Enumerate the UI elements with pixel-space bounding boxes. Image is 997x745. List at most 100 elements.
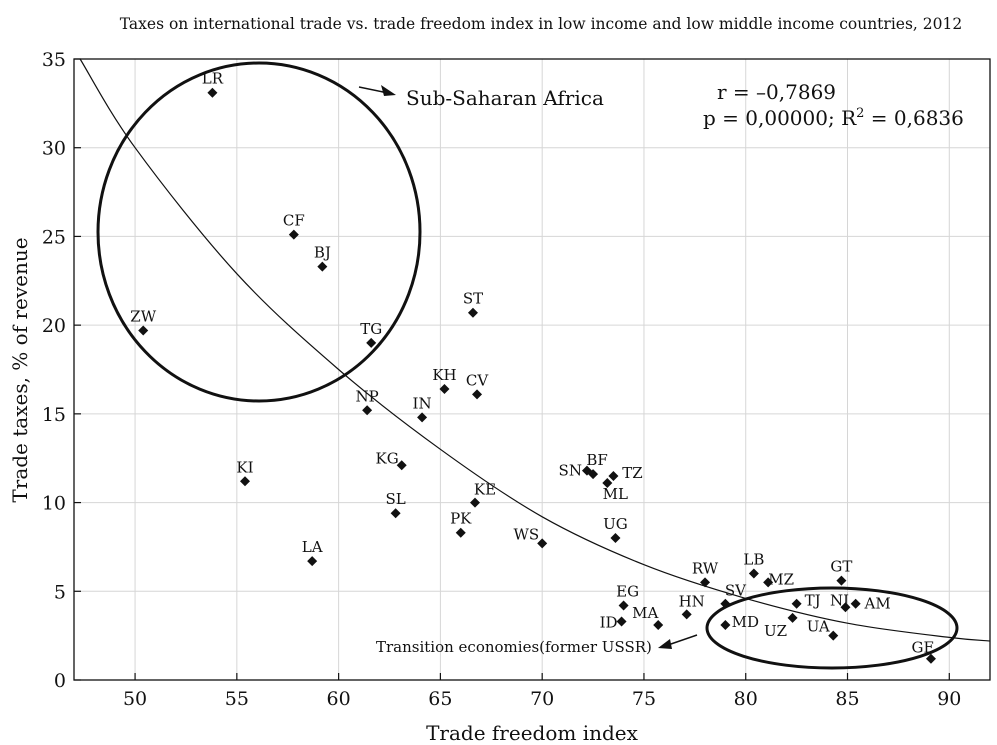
data-point-cv [472, 389, 483, 400]
x-tick-label: 70 [530, 688, 554, 710]
grid-lines [74, 59, 990, 680]
x-tick-label: 65 [428, 688, 452, 710]
point-label-cv: CV [466, 371, 489, 389]
data-point-ws [537, 538, 548, 549]
chart-title: Taxes on international trade vs. trade f… [120, 15, 962, 33]
point-label-ml: ML [603, 485, 628, 503]
point-label-id: ID [600, 613, 618, 631]
data-point-ma [653, 619, 664, 630]
p-text: p = 0,00000; R [703, 106, 857, 130]
point-label-sv: SV [725, 582, 747, 600]
y-tick-label: 20 [42, 315, 66, 337]
x-tick-label: 60 [327, 688, 351, 710]
y-tick-label: 10 [42, 493, 66, 515]
point-label-ki: KI [236, 458, 253, 476]
point-label-tg: TG [360, 320, 382, 338]
point-label-ws: WS [513, 525, 539, 543]
point-label-kg: KG [376, 449, 399, 467]
data-point-mz [763, 577, 774, 588]
data-point-tz [608, 470, 619, 481]
point-label-np: NP [356, 387, 379, 405]
y-tick-label: 5 [54, 581, 66, 603]
point-label-zw: ZW [130, 307, 156, 325]
data-point-ug [610, 533, 621, 544]
point-label-bj: BJ [314, 244, 331, 262]
y-tick-label: 15 [42, 404, 66, 426]
data-point-zw [138, 325, 149, 336]
plot-frame [73, 58, 991, 681]
data-point-sv [720, 598, 731, 609]
data-point-sl [390, 508, 401, 519]
data-point-ua [828, 630, 839, 641]
data-point-ml [602, 478, 613, 489]
data-point-ge [925, 653, 936, 664]
point-label-ke: KE [474, 481, 496, 499]
data-point-st [467, 307, 478, 318]
data-point-am [850, 598, 861, 609]
axis-ticks: 50 55 60 65 70 75 80 85 90 0 5 10 15 20 25 30 35 [42, 49, 962, 710]
y-tick-label: 25 [42, 226, 66, 248]
point-label-md: MD [732, 613, 759, 631]
data-point-id [616, 616, 627, 627]
data-point-kh [439, 384, 450, 395]
point-label-am: AM [864, 595, 891, 613]
data-point-eg [618, 600, 629, 611]
point-label-pk: PK [450, 510, 472, 528]
x-tick-label: 80 [734, 688, 758, 710]
point-label-in: IN [413, 394, 432, 412]
x-tick-label: 90 [937, 688, 961, 710]
transition-arrow [658, 634, 698, 649]
data-point-hn [681, 609, 692, 620]
x-tick-label: 85 [835, 688, 859, 710]
correlation-r: r = –0,7869 [717, 80, 836, 104]
r2-superscript: 2 [856, 106, 864, 121]
point-label-uz: UZ [764, 622, 787, 640]
point-label-mz: MZ [768, 570, 794, 588]
point-label-hn: HN [679, 592, 705, 610]
r2-value: = 0,6836 [864, 106, 963, 130]
point-label-sl: SL [385, 490, 405, 508]
data-point-np [362, 405, 373, 416]
data-point-rw [700, 577, 711, 588]
data-point-cf [288, 229, 299, 240]
ssa-label: Sub-Saharan Africa [406, 86, 604, 110]
point-label-eg: EG [616, 582, 639, 600]
ssa-arrow [358, 85, 396, 96]
transition-economies-ellipse [705, 586, 959, 670]
point-label-tz: TZ [622, 464, 642, 482]
correlation-p-r2: p = 0,00000; R2 = 0,6836 [703, 106, 964, 130]
data-point-in [417, 412, 428, 423]
y-tick-label: 30 [42, 138, 66, 160]
data-point-tg [366, 337, 377, 348]
point-label-lb: LB [743, 551, 764, 569]
transition-label: Transition economies(former USSR) [376, 638, 652, 656]
data-point-tj [791, 598, 802, 609]
data-point-md [720, 619, 731, 630]
x-tick-label: 55 [225, 688, 249, 710]
point-label-la: LA [302, 538, 323, 556]
data-point-la [307, 556, 318, 567]
trend-curve [79, 58, 991, 642]
point-label-tj: TJ [805, 592, 821, 610]
point-label-ge: GE [912, 639, 935, 657]
point-label-ma: MA [632, 604, 658, 622]
point-label-bf: BF [586, 451, 607, 469]
point-label-rw: RW [692, 559, 719, 577]
point-label-sn: SN [559, 462, 582, 480]
data-point-ke [470, 497, 481, 508]
point-label-ug: UG [603, 515, 628, 533]
y-axis-title: Trade taxes, % of revenue [8, 237, 32, 502]
data-point-lr [207, 87, 218, 98]
data-point-lb [748, 568, 759, 579]
point-label-lr: LR [202, 70, 224, 88]
point-label-cf: CF [283, 212, 305, 230]
point-label-kh: KH [432, 366, 456, 384]
data-point-ki [239, 476, 250, 487]
x-axis-title: Trade freedom index [426, 721, 639, 745]
data-point-bj [317, 261, 328, 272]
y-tick-label: 35 [42, 49, 66, 71]
x-tick-label: 75 [632, 688, 656, 710]
point-label-st: ST [463, 290, 483, 308]
data-point-gt [836, 575, 847, 586]
